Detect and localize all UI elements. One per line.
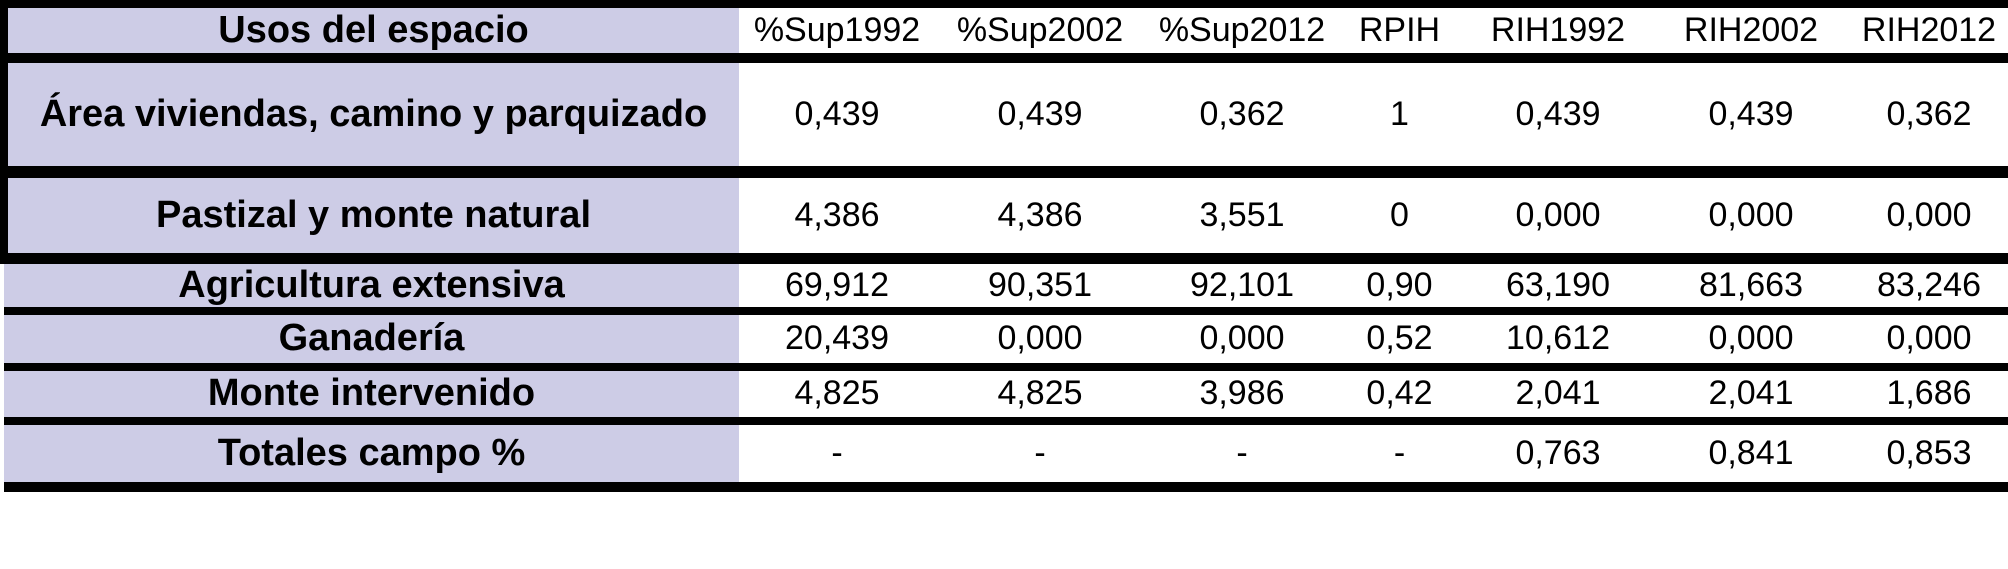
usos-del-espacio-table: Usos del espacio %Sup1992 %Sup2002 %Sup201… [0, 0, 2008, 492]
cell-r1-c3: 0 [1339, 172, 1460, 264]
col-header-sup1992: %Sup1992 [739, 4, 935, 63]
col-header-rpih: RPIH [1339, 4, 1460, 63]
cell-r4-c6: 1,686 [1846, 366, 2008, 425]
table-row: Área viviendas, camino y parquizado 0,439… [0, 58, 2008, 178]
table-row: Pastizal y monte natural 4,386 4,386 3,551 0… [0, 172, 2008, 264]
cell-r1-c5: 0,000 [1656, 172, 1846, 264]
cell-r1-c2: 3,551 [1145, 172, 1339, 264]
cell-r2-c5: 81,663 [1656, 258, 1846, 315]
table-row: Monte intervenido 4,825 4,825 3,986 0,42 2,04… [4, 366, 2008, 425]
cell-r4-c2: 3,986 [1145, 366, 1339, 425]
header-usos-del-espacio: Usos del espacio [0, 4, 739, 63]
row-label-ganader-a: Ganadería [4, 310, 739, 371]
cell-r2-c0: 69,912 [739, 258, 935, 315]
row-label-monte-intervenido: Monte intervenido [4, 366, 739, 425]
cell-r5-c1: - [935, 420, 1145, 492]
cell-r0-c3: 1 [1339, 58, 1460, 178]
col-header-sup2002: %Sup2002 [935, 4, 1145, 63]
col-header-rih2012: RIH2012 [1846, 4, 2008, 63]
cell-r3-c1: 0,000 [935, 310, 1145, 371]
header-row: Usos del espacio %Sup1992 %Sup2002 %Sup201… [0, 4, 2008, 63]
cell-r0-c2: 0,362 [1145, 58, 1339, 178]
cell-r4-c4: 2,041 [1460, 366, 1656, 425]
cell-r0-c5: 0,439 [1656, 58, 1846, 178]
cell-r5-c3: - [1339, 420, 1460, 492]
cell-r3-c3: 0,52 [1339, 310, 1460, 371]
cell-r3-c4: 10,612 [1460, 310, 1656, 371]
cell-r5-c6: 0,853 [1846, 420, 2008, 492]
cell-r0-c1: 0,439 [935, 58, 1145, 178]
cell-r3-c5: 0,000 [1656, 310, 1846, 371]
cell-r3-c6: 0,000 [1846, 310, 2008, 371]
row-label-rea-viviendas-camino-y-parquizado: Área viviendas, camino y parquizado [0, 58, 739, 178]
table-row: Agricultura extensiva 69,912 90,351 92,101 0… [4, 258, 2008, 315]
cell-r2-c2: 92,101 [1145, 258, 1339, 315]
cell-r5-c4: 0,763 [1460, 420, 1656, 492]
cell-r2-c1: 90,351 [935, 258, 1145, 315]
cell-r0-c0: 0,439 [739, 58, 935, 178]
cell-r0-c4: 0,439 [1460, 58, 1656, 178]
row-label-pastizal-y-monte-natural: Pastizal y monte natural [0, 172, 739, 264]
row-label-agricultura-extensiva: Agricultura extensiva [4, 258, 739, 315]
cell-r2-c6: 83,246 [1846, 258, 2008, 315]
cell-r4-c3: 0,42 [1339, 366, 1460, 425]
cell-r5-c5: 0,841 [1656, 420, 1846, 492]
col-header-rih2002: RIH2002 [1656, 4, 1846, 63]
cell-r1-c6: 0,000 [1846, 172, 2008, 264]
cell-r1-c1: 4,386 [935, 172, 1145, 264]
row-label-totales-campo: Totales campo % [4, 420, 739, 492]
cell-r2-c4: 63,190 [1460, 258, 1656, 315]
cell-r4-c0: 4,825 [739, 366, 935, 425]
cell-r1-c4: 0,000 [1460, 172, 1656, 264]
cell-r3-c0: 20,439 [739, 310, 935, 371]
table-row: Ganadería 20,439 0,000 0,000 0,52 10,612 0,000… [4, 310, 2008, 371]
cell-r2-c3: 0,90 [1339, 258, 1460, 315]
cell-r4-c1: 4,825 [935, 366, 1145, 425]
col-header-sup2012: %Sup2012 [1145, 4, 1339, 63]
cell-r0-c6: 0,362 [1846, 58, 2008, 178]
table-row: Totales campo % - - - -0,763 0,841 0,853 [4, 420, 2008, 492]
col-header-rih1992: RIH1992 [1460, 4, 1656, 63]
cell-r5-c2: - [1145, 420, 1339, 492]
cell-r3-c2: 0,000 [1145, 310, 1339, 371]
cell-r4-c5: 2,041 [1656, 366, 1846, 425]
cell-r1-c0: 4,386 [739, 172, 935, 264]
cell-r5-c0: - [739, 420, 935, 492]
